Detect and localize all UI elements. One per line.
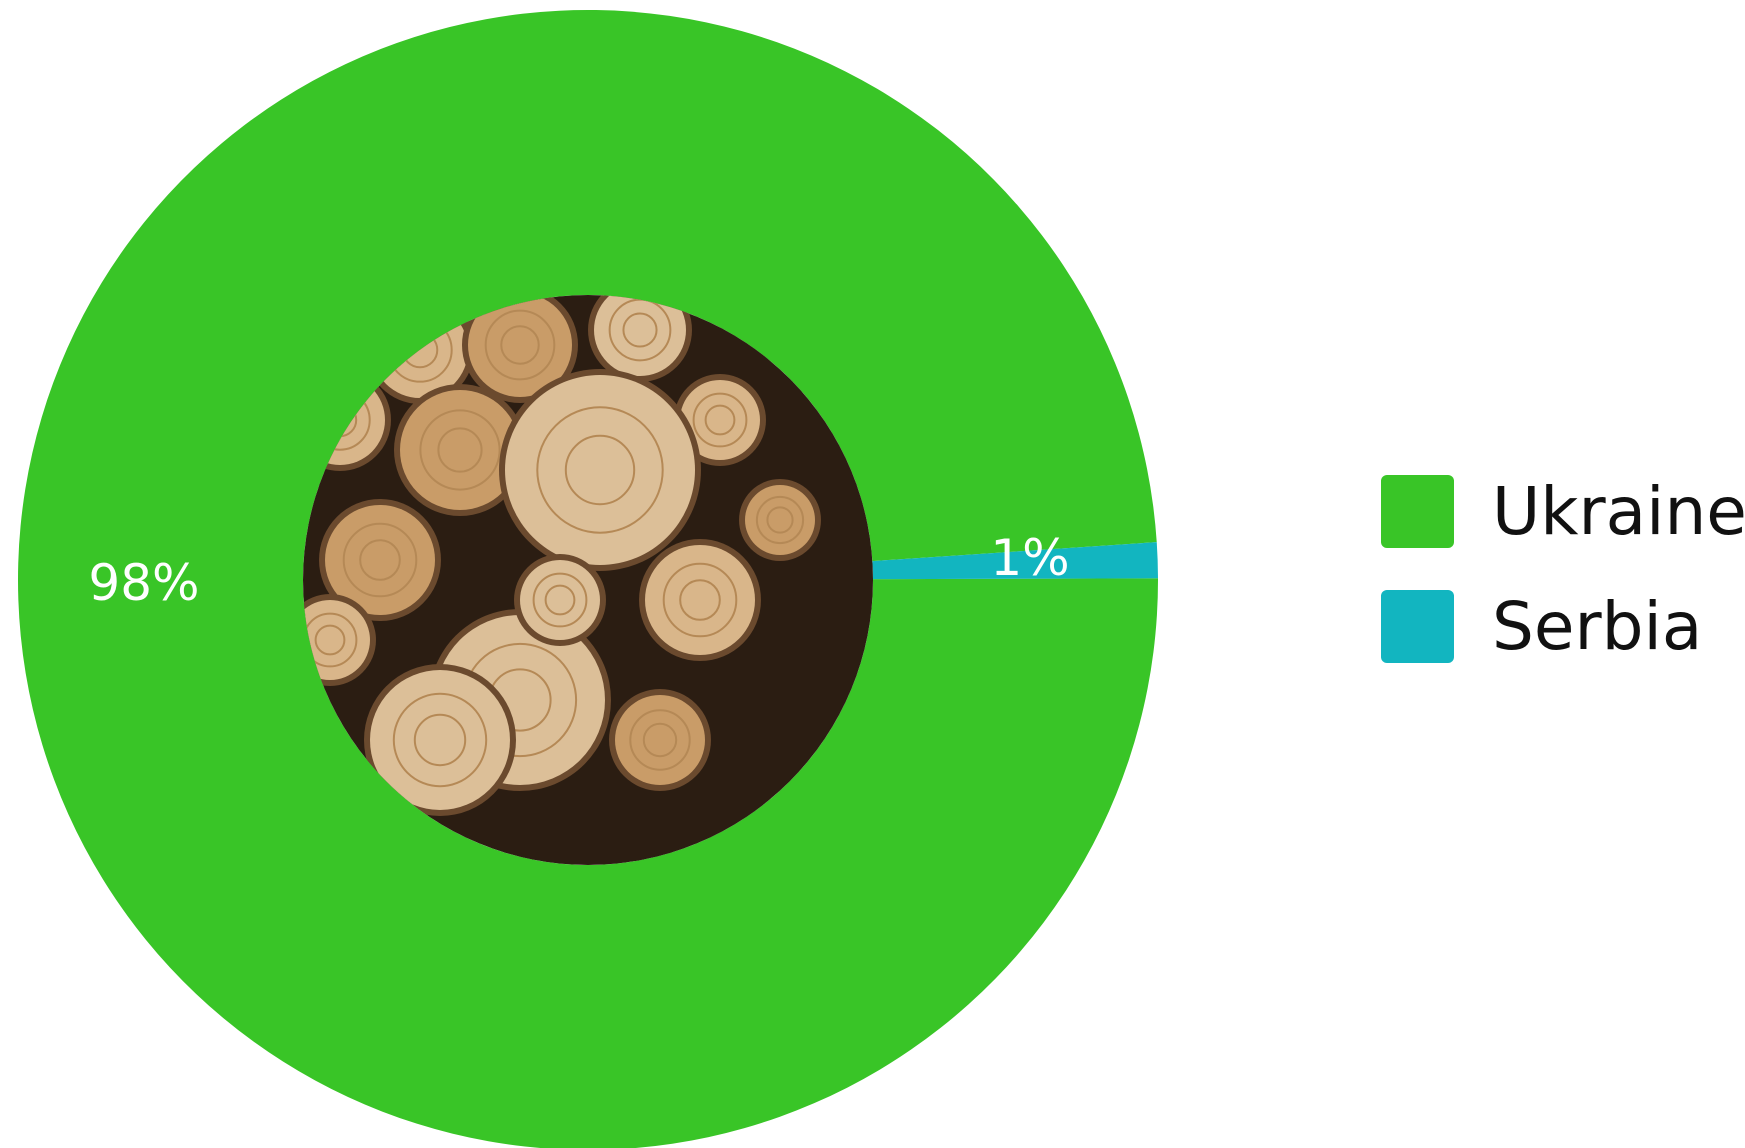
pie-data-labels: 98% 1% [88,529,1069,612]
legend-label-serbia: Serbia [1492,588,1703,665]
log-4 [394,384,526,516]
log-13 [739,479,821,561]
legend-item-ukraine: Ukraine [1381,473,1745,550]
legend-label-ukraine: Ukraine [1492,473,1745,550]
data-label-ukraine: 98% [88,554,199,612]
log-11 [364,664,516,816]
log-1 [462,295,578,403]
legend-swatch-serbia [1381,590,1454,663]
legend: Ukraine Serbia [1381,473,1745,705]
log-14 [514,554,606,646]
log-7 [319,499,441,621]
log-5 [499,369,701,571]
log-9 [639,539,761,661]
pie-slices [18,10,1158,1148]
pie-slice-serbia [872,542,1158,580]
legend-item-serbia: Serbia [1381,588,1745,665]
firewood-center-image [303,295,873,865]
log-10 [609,689,711,791]
legend-swatch-ukraine [1381,475,1454,548]
data-label-serbia: 1% [990,529,1069,587]
pie-slice-ukraine [18,10,1158,1148]
